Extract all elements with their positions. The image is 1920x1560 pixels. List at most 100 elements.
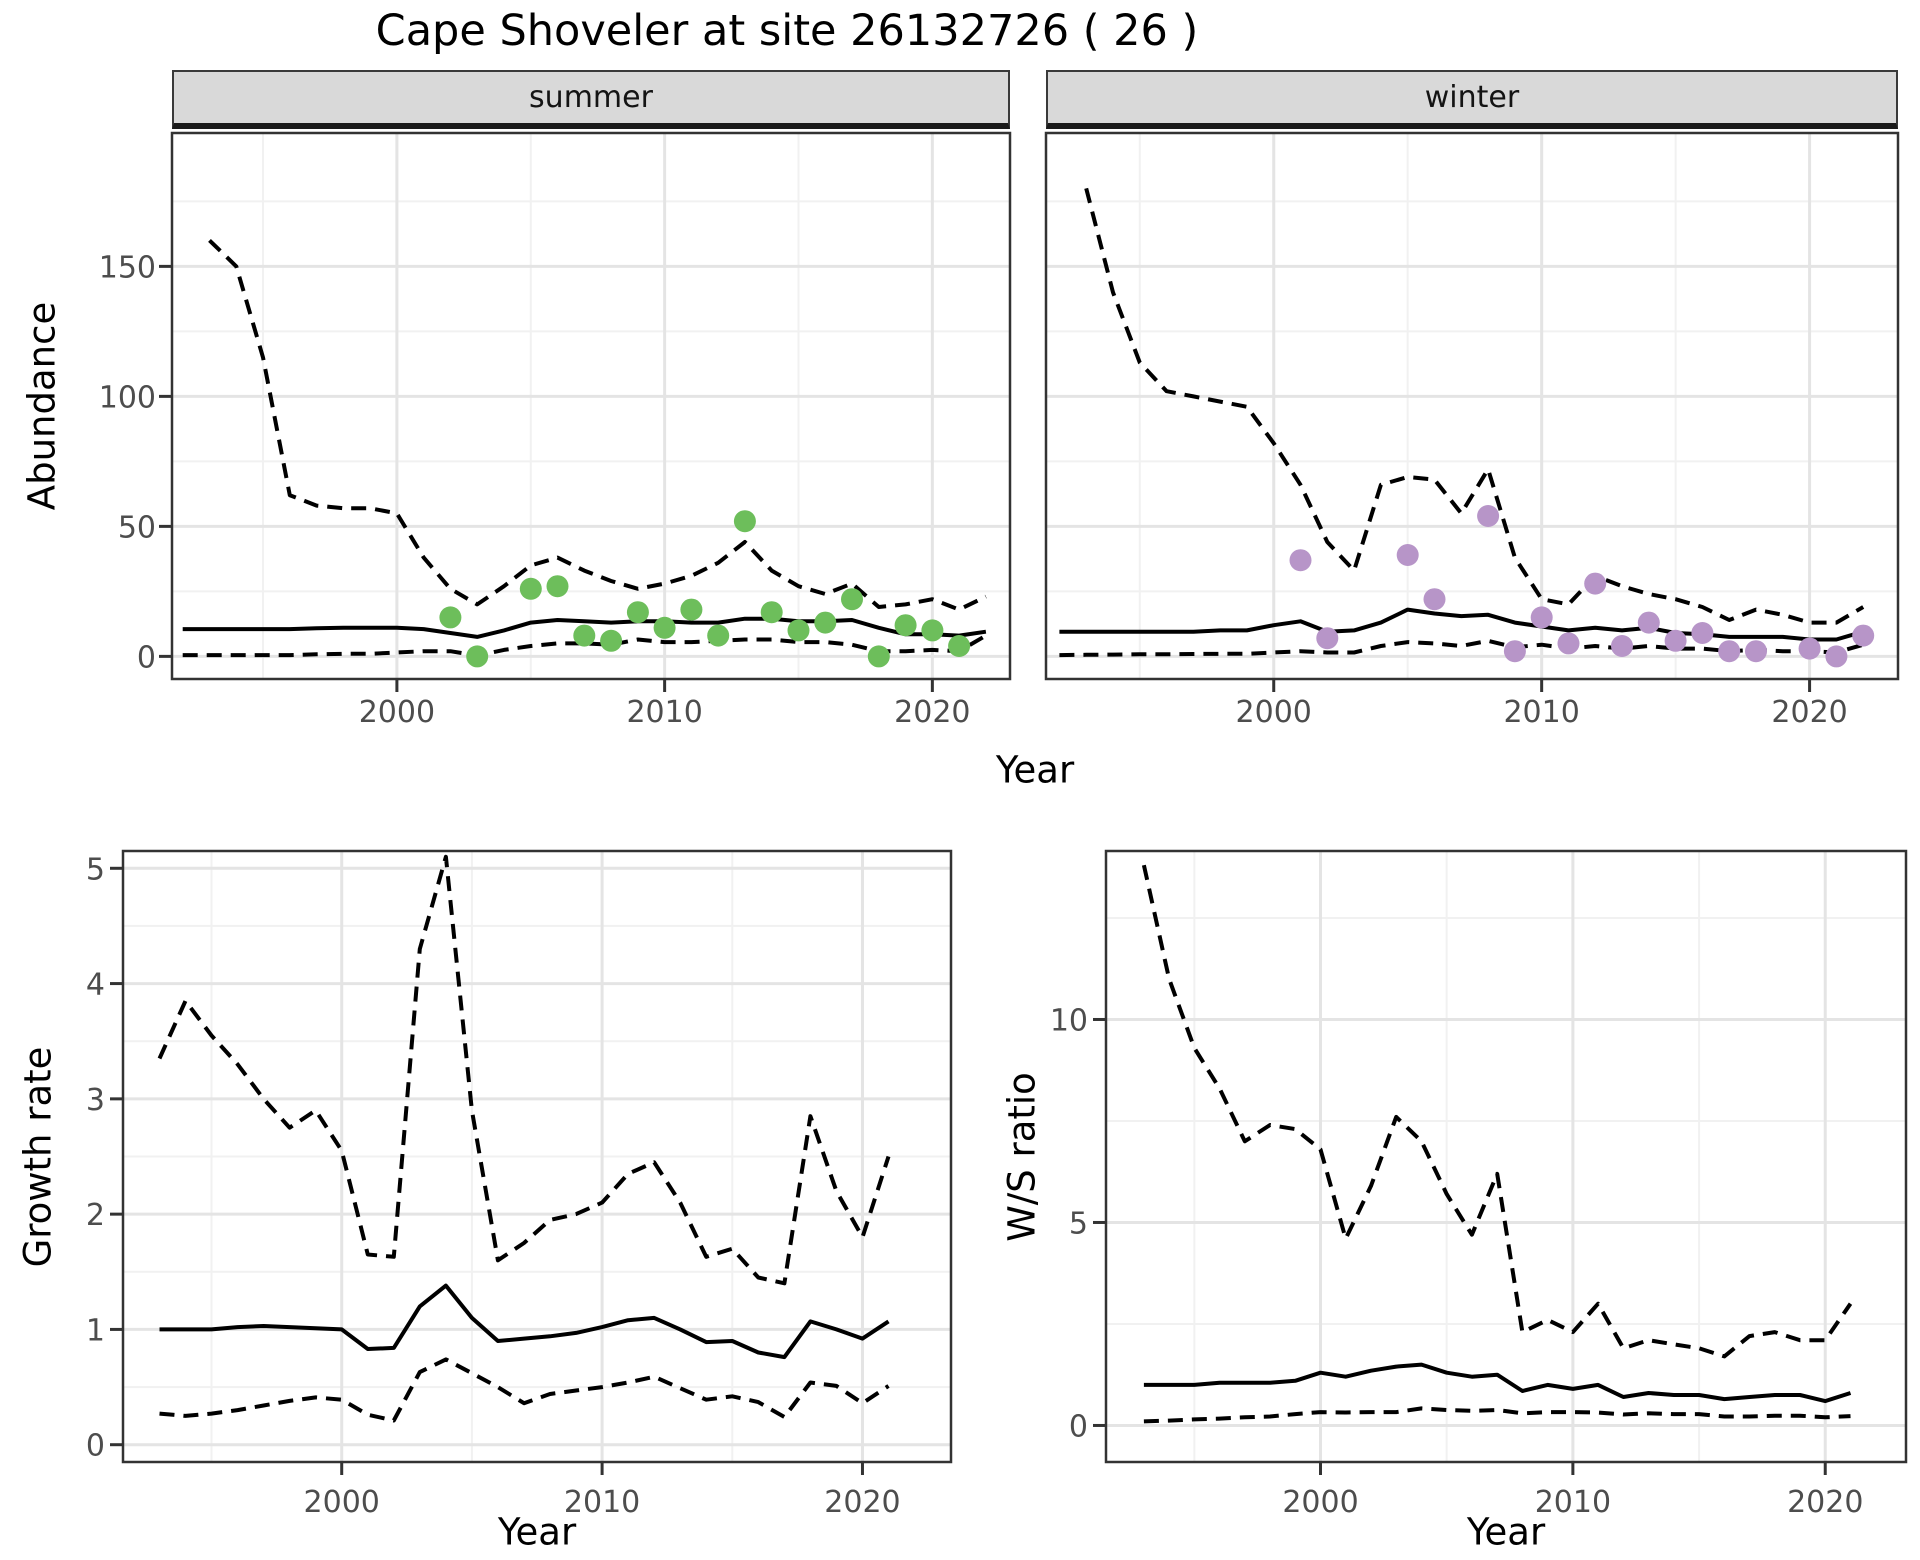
observed-counts-point: [546, 575, 569, 598]
x-axis-tick-label: 2020: [894, 695, 970, 730]
median-line: [159, 1283, 890, 1360]
x-axis-tick-label: 2010: [626, 695, 702, 730]
y-axis-tick-label: 0: [137, 640, 156, 675]
observed-counts-point: [1557, 632, 1580, 655]
observed-counts-point: [1664, 629, 1687, 652]
observed-counts-point: [1584, 572, 1607, 595]
facet-strip-winter: winter: [1046, 70, 1898, 129]
panel-abundance-winter: 2000 2010 2020: [1044, 131, 1900, 730]
upper-ci-line: [1084, 187, 1865, 625]
figure-title: Cape Shoveler at site 26132726 ( 26 ): [375, 6, 1199, 56]
upper-ci-line: [157, 854, 891, 1286]
y-axis-tick-label: 10: [1050, 1003, 1088, 1038]
series-group: [1059, 187, 1875, 668]
y-axis-tick-label: 150: [99, 250, 156, 285]
y-axis-tick-label: 1: [86, 1313, 105, 1348]
upper-ci-line: [1141, 864, 1853, 1359]
observed-counts-point: [1611, 635, 1633, 657]
observed-counts-point: [1477, 505, 1500, 527]
x-axis-tick-label: 2000: [304, 1485, 380, 1520]
observed-counts-point: [760, 601, 783, 624]
panel-abundance-summer: 2000 2010 2020 0 50 100 150: [99, 131, 1012, 730]
observed-counts-point: [1825, 645, 1848, 668]
observed-counts-point: [707, 624, 730, 647]
observed-counts-point: [1798, 637, 1821, 660]
observed-counts-point: [1718, 640, 1741, 663]
observed-counts-point: [841, 588, 863, 611]
observed-counts-point: [653, 616, 676, 639]
x-axis-title-year-bottom-right: Year: [1466, 1510, 1546, 1554]
panel-background: [1046, 133, 1898, 679]
panel-border: [170, 131, 1012, 681]
median-line: [1059, 607, 1864, 642]
y-axis-title-ws-ratio: W/S ratio: [1000, 1072, 1044, 1242]
panel-border: [1104, 849, 1908, 1464]
observed-counts-point: [1396, 544, 1419, 566]
panel-growth-rate: 2000 2010 2020 0 1 2 3 4 5: [86, 849, 953, 1520]
series-group: [157, 854, 891, 1423]
y-axis-tick-label: 100: [99, 380, 156, 415]
observed-counts-point: [1530, 606, 1553, 629]
observed-counts-point: [948, 635, 971, 657]
y-axis-tick-label: 3: [86, 1083, 105, 1118]
observed-counts-point: [814, 611, 837, 634]
facet-strip-summer-label: summer: [529, 80, 653, 115]
x-axis-tick-label: 2000: [1282, 1485, 1358, 1520]
observed-counts-point: [519, 577, 542, 600]
observed-counts-point: [867, 645, 890, 668]
observed-counts-point: [626, 601, 649, 624]
series-group: [182, 238, 987, 668]
x-axis-tick-label: 2010: [1503, 695, 1579, 730]
panel-background: [172, 133, 1010, 679]
observed-counts-point: [466, 645, 489, 668]
y-axis-tick-label: 0: [86, 1429, 105, 1464]
x-axis-tick-label: 2020: [1787, 1485, 1863, 1520]
x-axis-tick-label: 2020: [824, 1485, 900, 1520]
observed-counts-point: [1745, 640, 1767, 663]
panel-ws-ratio: 2000 2010 2020 0 5 10: [1050, 849, 1908, 1520]
observed-counts-point: [573, 624, 596, 647]
observed-counts-point: [894, 614, 917, 637]
observed-counts-point: [439, 606, 462, 629]
observed-counts-point: [1691, 622, 1714, 644]
median-line: [182, 616, 987, 639]
observed-counts-point: [1637, 611, 1660, 634]
observed-counts-point: [1503, 640, 1526, 663]
x-axis-title-year-top: Year: [995, 748, 1075, 792]
observed-counts-point: [921, 619, 944, 642]
y-axis-title-abundance: Abundance: [20, 301, 64, 511]
observed-counts-point: [1289, 549, 1312, 572]
series-group: [1141, 864, 1853, 1424]
y-axis-tick-label: 4: [86, 968, 105, 1003]
y-axis-tick-label: 50: [118, 510, 156, 545]
observed-counts-point: [733, 510, 756, 533]
lower-ci-line: [1143, 1406, 1851, 1424]
upper-ci-line: [208, 238, 987, 612]
y-axis-title-growth-rate: Growth rate: [16, 1046, 60, 1268]
lower-ci-line: [159, 1357, 890, 1423]
x-axis-title-year-bottom-left: Year: [497, 1510, 577, 1554]
y-axis-tick-label: 2: [86, 1198, 105, 1233]
observed-counts-point: [600, 629, 623, 652]
y-axis-tick-label: 5: [86, 852, 105, 887]
panel-border: [1044, 131, 1900, 681]
x-axis-tick-label: 2000: [359, 695, 435, 730]
y-axis-tick-label: 0: [1069, 1409, 1088, 1444]
x-axis-tick-label: 2010: [564, 1485, 640, 1520]
panel-background: [1106, 851, 1906, 1462]
facet-strip-winter-label: winter: [1424, 80, 1520, 115]
lower-ci-line: [182, 633, 987, 658]
x-axis-tick-label: 2000: [1236, 695, 1312, 730]
observed-counts-point: [787, 619, 810, 642]
median-line: [1143, 1362, 1852, 1404]
y-axis-tick-label: 5: [1069, 1206, 1088, 1241]
observed-counts-point: [1316, 627, 1339, 650]
facet-strip-summer: summer: [172, 70, 1010, 129]
observed-counts-point: [1852, 624, 1875, 647]
x-axis-tick-label: 2010: [1535, 1485, 1611, 1520]
observed-counts-point: [1423, 588, 1446, 611]
panel-border: [121, 849, 953, 1464]
x-axis-tick-label: 2020: [1771, 695, 1847, 730]
